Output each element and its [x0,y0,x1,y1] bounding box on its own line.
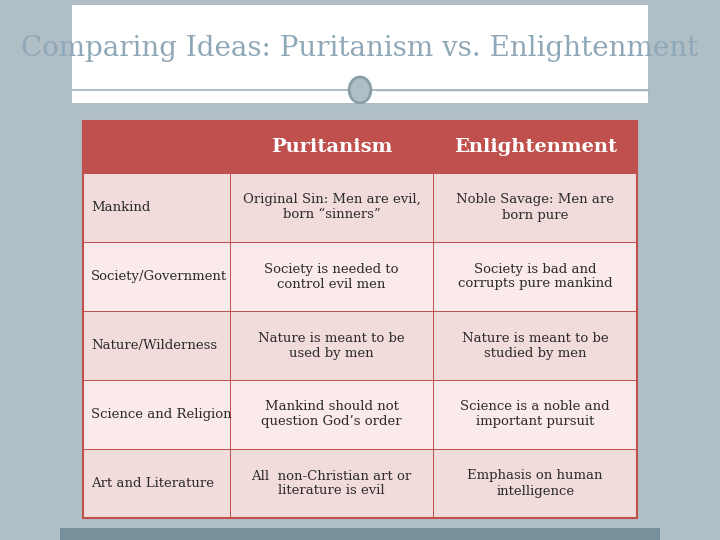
FancyBboxPatch shape [230,242,433,311]
Text: Science and Religion: Science and Religion [91,408,232,421]
Text: Nature is meant to be
studied by men: Nature is meant to be studied by men [462,332,608,360]
Text: Comparing Ideas: Puritanism vs. Enlightenment: Comparing Ideas: Puritanism vs. Enlighte… [22,35,698,62]
FancyBboxPatch shape [433,380,637,449]
Text: Society is needed to
control evil men: Society is needed to control evil men [264,262,399,291]
FancyBboxPatch shape [83,380,230,449]
FancyBboxPatch shape [230,449,433,518]
FancyBboxPatch shape [83,242,230,311]
FancyBboxPatch shape [230,311,433,380]
Text: Enlightenment: Enlightenment [454,138,617,156]
FancyBboxPatch shape [83,311,230,380]
Text: Mankind: Mankind [91,201,150,214]
Text: Nature/Wilderness: Nature/Wilderness [91,339,217,352]
FancyBboxPatch shape [433,173,637,242]
FancyBboxPatch shape [83,173,230,242]
FancyBboxPatch shape [230,173,433,242]
FancyBboxPatch shape [433,449,637,518]
Text: Nature is meant to be
used by men: Nature is meant to be used by men [258,332,405,360]
Text: Mankind should not
question God’s order: Mankind should not question God’s order [261,401,402,429]
Text: Emphasis on human
intelligence: Emphasis on human intelligence [467,469,603,497]
FancyBboxPatch shape [60,528,660,540]
Text: Art and Literature: Art and Literature [91,477,215,490]
Text: Science is a noble and
important pursuit: Science is a noble and important pursuit [460,401,610,429]
Text: Society is bad and
corrupts pure mankind: Society is bad and corrupts pure mankind [458,262,613,291]
FancyBboxPatch shape [230,121,433,173]
FancyBboxPatch shape [83,449,230,518]
FancyBboxPatch shape [72,5,648,103]
FancyBboxPatch shape [433,242,637,311]
FancyBboxPatch shape [60,0,660,540]
Text: Puritanism: Puritanism [271,138,392,156]
Text: Original Sin: Men are evil,
born “sinners”: Original Sin: Men are evil, born “sinner… [243,193,420,221]
Text: Society/Government: Society/Government [91,270,228,283]
FancyBboxPatch shape [433,311,637,380]
FancyBboxPatch shape [230,380,433,449]
Text: Noble Savage: Men are
born pure: Noble Savage: Men are born pure [456,193,614,221]
FancyBboxPatch shape [83,121,230,173]
Text: All  non-Christian art or
literature is evil: All non-Christian art or literature is e… [251,469,412,497]
FancyBboxPatch shape [433,121,637,173]
Circle shape [349,77,371,103]
